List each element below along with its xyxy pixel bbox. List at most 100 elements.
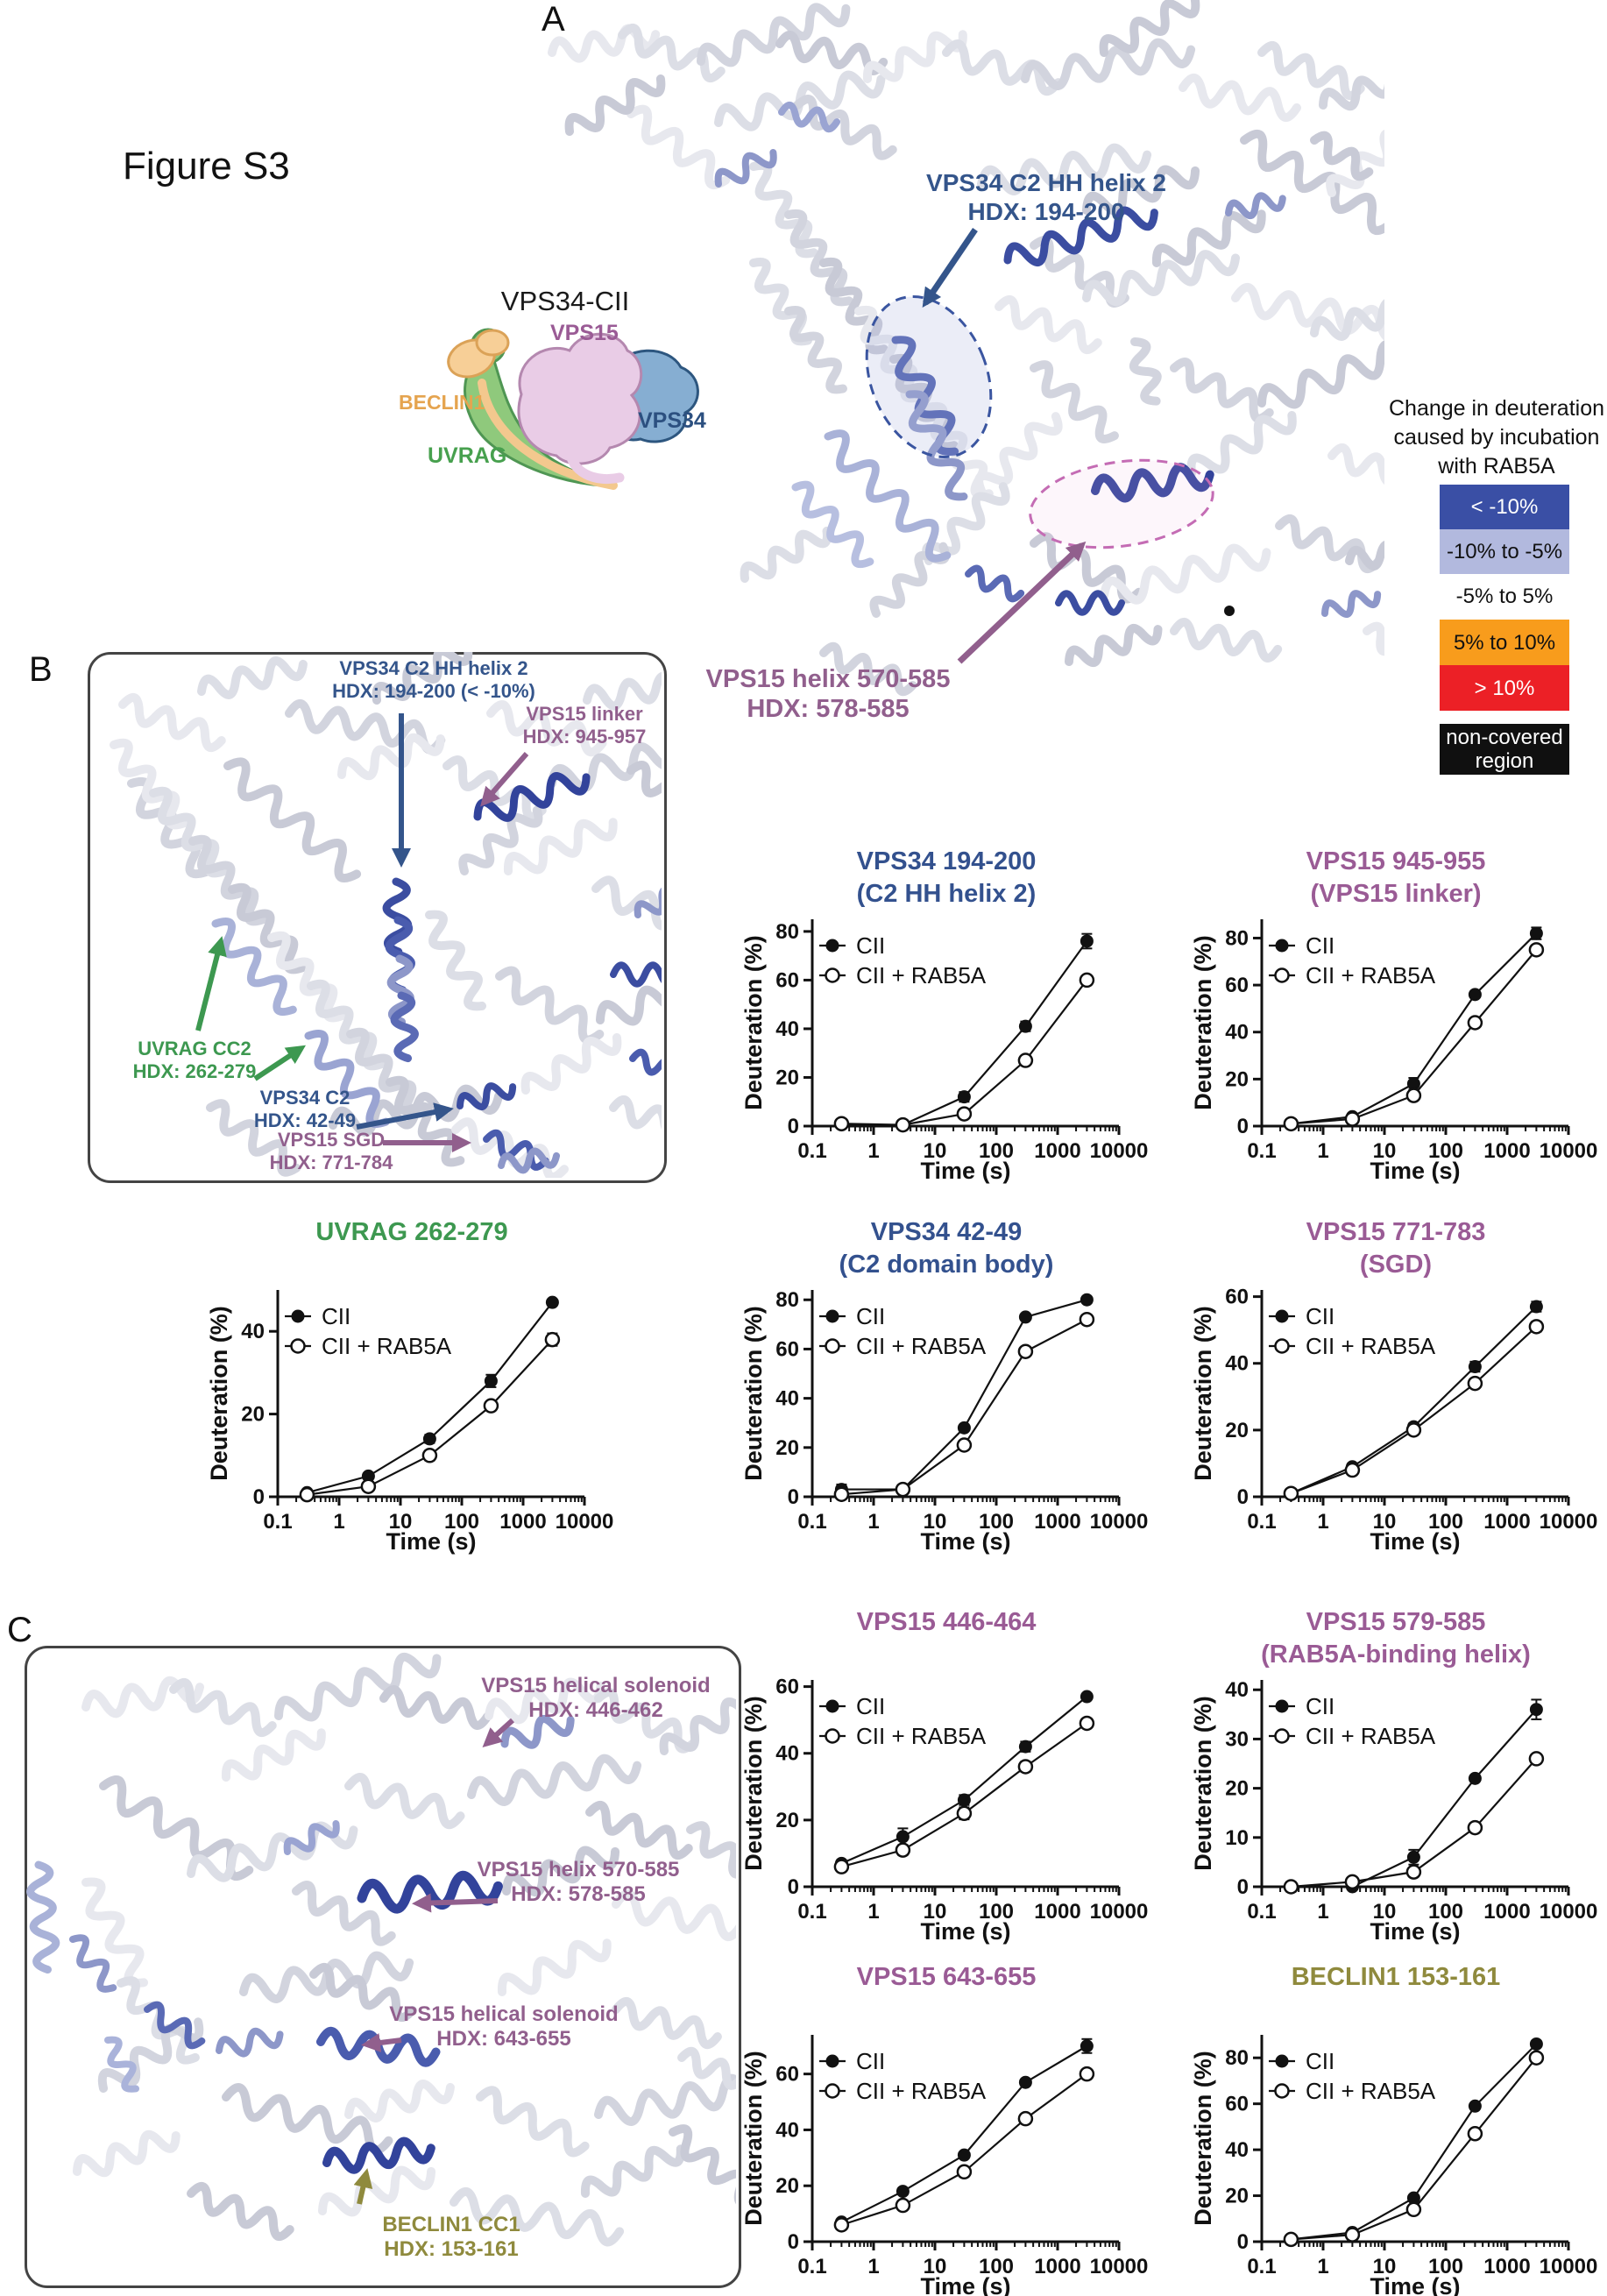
panel-label-a: A: [542, 0, 565, 39]
chart-plot: 0 10 20 30 40 0.1 1 10 100 1000 10000 Time (s) Deute…: [1190, 1678, 1597, 1945]
chart-plot: 0 20 40 60 80 0.1 1 10 100 1000 10000 Time (s) Deute…: [1190, 919, 1597, 1184]
callout-line: HDX: 446-462: [528, 1698, 663, 1723]
callout-line: VPS15 helix 570-585: [477, 1858, 680, 1881]
svg-text:Deuteration (%): Deuteration (%): [740, 1306, 767, 1481]
svg-text:CII: CII: [1306, 2048, 1334, 2074]
svg-text:100: 100: [979, 1900, 1014, 1924]
svg-text:0.1: 0.1: [797, 1900, 826, 1924]
svg-text:30: 30: [1225, 1727, 1249, 1751]
svg-text:1: 1: [867, 2255, 879, 2278]
svg-text:40: 40: [1225, 1021, 1249, 1045]
svg-text:10: 10: [389, 1510, 413, 1534]
svg-text:CII: CII: [1306, 1303, 1334, 1329]
svg-text:0: 0: [1237, 1485, 1249, 1509]
svg-text:CII: CII: [322, 1303, 350, 1329]
svg-text:Time (s): Time (s): [1370, 1918, 1460, 1945]
inset-label-uvrag: UVRAG: [428, 443, 507, 468]
svg-text:60: 60: [775, 1676, 799, 1699]
svg-text:0: 0: [788, 2230, 799, 2254]
callout-line: HDX: 262-279: [132, 1059, 257, 1082]
callout-line: HDX: 42-49: [253, 1109, 357, 1131]
svg-text:10000: 10000: [1090, 2255, 1149, 2278]
svg-text:80: 80: [1225, 926, 1249, 950]
svg-text:Time (s): Time (s): [1370, 1158, 1460, 1184]
legend-item-label: < -10%: [1470, 495, 1539, 519]
svg-text:100: 100: [979, 2255, 1014, 2278]
chart-title-line: UVRAG 262-279: [315, 1218, 508, 1246]
svg-text:0.1: 0.1: [1247, 1139, 1276, 1163]
chart-subtitle: (RAB5A-binding helix): [1261, 1641, 1531, 1669]
vps15-arm2: [545, 358, 575, 446]
svg-text:10: 10: [1373, 1900, 1397, 1924]
callout-line: HDX: 194-200: [967, 198, 1125, 226]
chart-title-line: VPS34 42-49: [870, 1218, 1023, 1246]
svg-text:0.1: 0.1: [1247, 1900, 1276, 1924]
svg-text:0.1: 0.1: [797, 2255, 826, 2278]
chart-title-line: VPS15 579-585: [1306, 1608, 1486, 1636]
figure-title: Figure S3: [123, 145, 290, 188]
callout-c-beclin-cc1: BECLIN1 CC1 HDX: 153-161: [359, 2213, 543, 2263]
svg-text:1000: 1000: [1483, 1510, 1530, 1534]
svg-text:1: 1: [867, 1510, 879, 1534]
callout-b-vps34-hh2: VPS34 C2 HH helix 2 HDX: 194-200 (< -10%…: [302, 657, 565, 703]
chart-title-line: BECLIN1 153-161: [1291, 1963, 1501, 1991]
chart-vps15-945-955: VPS15 945-955 (VPS15 linker) 0 20 40 60 80 0.…: [1190, 846, 1602, 1184]
callout-line: VPS34 C2 HH helix 2: [339, 657, 528, 679]
svg-text:20: 20: [1225, 2185, 1249, 2208]
svg-text:CII: CII: [1306, 932, 1334, 959]
svg-text:10: 10: [924, 1900, 947, 1924]
chart-plot: 0 20 40 60 0.1 1 10 100 1000 10000 Time (s) Deutera…: [740, 2035, 1149, 2296]
chart-vps34-42-49: VPS34 42-49 (C2 domain body) 0 20 40 60 80 0.…: [740, 1216, 1152, 1555]
svg-text:10000: 10000: [556, 1510, 614, 1534]
chart-title: VPS15 579-585 (RAB5A-binding helix): [1190, 1606, 1602, 1671]
svg-text:10: 10: [924, 1510, 947, 1534]
svg-text:Deuteration (%): Deuteration (%): [1190, 1306, 1216, 1481]
svg-text:Time (s): Time (s): [920, 1918, 1010, 1945]
svg-text:1000: 1000: [1034, 1900, 1080, 1924]
inset-title: VPS34-CII: [500, 286, 630, 316]
chart-title: VPS34 194-200 (C2 HH helix 2): [740, 846, 1152, 911]
vps15-arm: [564, 442, 625, 485]
svg-text:0.1: 0.1: [797, 1510, 826, 1534]
callout-line: HDX: 945-957: [522, 725, 647, 748]
chart-title-line: VPS15 446-464: [856, 1608, 1037, 1636]
protein-structure-panel-a: [548, 0, 1384, 697]
svg-text:40: 40: [1225, 1352, 1249, 1376]
svg-text:100: 100: [1428, 1900, 1463, 1924]
deuteration-legend-title: Change in deuteration caused by incubati…: [1388, 396, 1605, 478]
inset-label-beclin1: BECLIN1: [399, 391, 485, 414]
chart-uvrag-262-279: UVRAG 262-279 0 20 40 0.1 1 10 100 1000 10000 Tim…: [206, 1216, 618, 1555]
legend-item-label: > 10%: [1474, 676, 1535, 700]
legend-item-label: -5% to 5%: [1455, 584, 1554, 608]
svg-text:100: 100: [979, 1510, 1014, 1534]
svg-text:10: 10: [924, 2255, 947, 2278]
svg-text:60: 60: [775, 1337, 799, 1361]
chart-plot: 0 20 40 60 0.1 1 10 100 1000 10000 Time (s) Deutera…: [740, 1676, 1148, 1945]
callout-c-solenoid-446: VPS15 helical solenoid HDX: 446-462: [469, 1674, 723, 1724]
legend-item-5-10: 5% to 10%: [1440, 620, 1569, 665]
chart-title-line: VPS15 945-955: [1306, 847, 1486, 875]
svg-text:40: 40: [241, 1320, 265, 1343]
svg-text:Deuteration (%): Deuteration (%): [740, 1696, 767, 1871]
svg-text:Deuteration (%): Deuteration (%): [740, 2051, 767, 2226]
svg-text:100: 100: [444, 1510, 479, 1534]
svg-text:CII: CII: [856, 932, 885, 959]
callout-line: HDX: 194-200 (< -10%): [332, 679, 535, 702]
callout-line: UVRAG CC2: [138, 1038, 251, 1059]
svg-text:60: 60: [1225, 2093, 1249, 2116]
chart-title: VPS15 643-655: [740, 1961, 1152, 2026]
chart-subtitle: (SGD): [1359, 1251, 1433, 1279]
svg-text:60: 60: [775, 2063, 799, 2087]
svg-text:0: 0: [788, 1875, 799, 1899]
inset-label-vps15: VPS15: [550, 321, 619, 345]
svg-text:Deuteration (%): Deuteration (%): [1190, 1696, 1216, 1871]
svg-text:Deuteration (%): Deuteration (%): [740, 935, 767, 1110]
svg-text:10000: 10000: [1540, 1510, 1598, 1534]
callout-line: HDX: 578-585: [747, 695, 910, 724]
chart-title: BECLIN1 153-161: [1190, 1961, 1602, 2026]
chart-vps15-771-783: VPS15 771-783 (SGD) 0 20 40 60 0.1 1 10 100 1000…: [1190, 1216, 1602, 1555]
chart-title: VPS34 42-49 (C2 domain body): [740, 1216, 1152, 1281]
svg-text:CII: CII: [856, 2048, 885, 2074]
callout-line: VPS15 helix 570-585: [705, 665, 951, 693]
callout-b-vps15-linker: VPS15 linker HDX: 945-957: [501, 703, 668, 748]
